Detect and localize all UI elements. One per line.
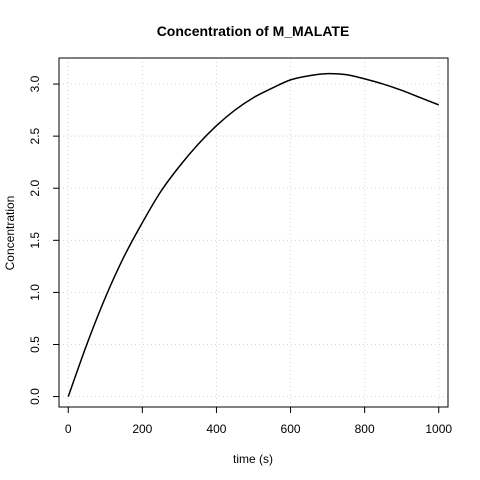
y-tick-label: 1.0 [28,284,42,301]
y-tick-label: 0.0 [28,388,42,405]
x-tick-label: 800 [355,422,375,436]
plot-frame [58,57,449,408]
y-tick-label: 3.0 [28,75,42,92]
y-tick-label: 1.5 [28,232,42,249]
x-tick-label: 600 [281,422,301,436]
x-axis: 0 200 400 600 800 1000 [65,407,452,436]
y-tick-label: 2.0 [28,180,42,197]
series-line [67,72,440,397]
y-tick-label: 2.5 [28,127,42,144]
x-tick-label: 400 [206,422,226,436]
x-axis-label: time (s) [233,452,273,466]
series-layer [67,72,440,397]
x-tick-label: 200 [132,422,152,436]
x-tick-label: 1000 [425,422,452,436]
x-tick-label: 0 [65,422,72,436]
y-tick-label: 0.5 [28,336,42,353]
grid [59,58,448,407]
y-axis-label: Concentration [3,196,17,271]
y-axis: 0.0 0.5 1.0 1.5 2.0 2.5 3.0 [28,75,59,405]
chart-title: Concentration of M_MALATE [157,23,350,39]
